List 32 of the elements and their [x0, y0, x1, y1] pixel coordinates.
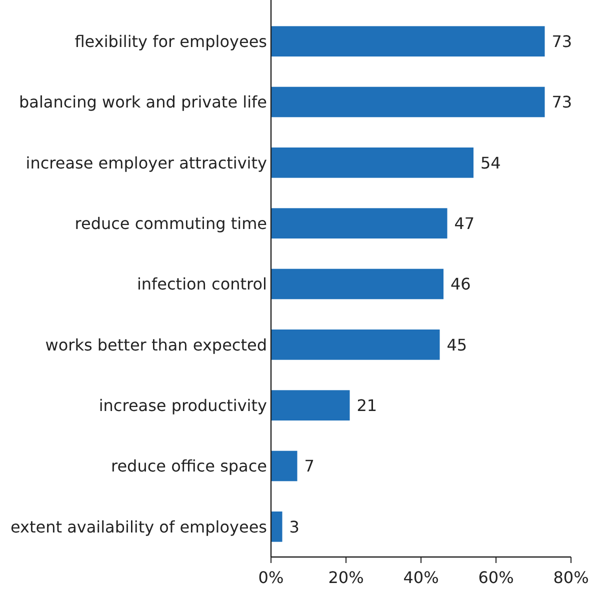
bar	[271, 450, 298, 482]
data-label: 73	[552, 32, 572, 51]
data-label: 7	[304, 456, 314, 476]
x-tick-label: 0%	[258, 568, 284, 587]
bar	[271, 512, 282, 542]
x-tick-label: 20%	[328, 568, 364, 587]
y-tick-label: reduce office space	[110, 456, 267, 476]
y-tick-label: flexibility for employees	[74, 32, 267, 51]
x-tick-label: 80%	[553, 568, 589, 587]
data-label: 45	[446, 335, 468, 354]
y-tick-label: increase productivity	[98, 396, 267, 415]
data-label: 3	[289, 517, 300, 536]
bar	[271, 26, 545, 56]
bar	[271, 390, 350, 420]
x-tick-label: 40%	[403, 568, 439, 587]
y-tick-label: reduce commuting time	[74, 214, 267, 233]
data-label: 47	[454, 214, 475, 233]
y-tick-label: extent availability of employees	[10, 517, 267, 536]
bar	[271, 86, 545, 118]
bar	[271, 148, 474, 178]
y-tick-label: increase employer attractivity	[26, 153, 267, 172]
y-tick-label: works better than expected	[45, 335, 267, 354]
data-label: 46	[450, 274, 471, 294]
y-tick-label: balancing work and private life	[19, 92, 267, 112]
data-label: 54	[480, 153, 501, 172]
y-tick-label: infection control	[136, 274, 267, 294]
bar	[271, 268, 444, 300]
data-label: 73	[552, 92, 572, 112]
x-tick-label: 60%	[478, 568, 514, 587]
bar	[271, 208, 448, 238]
bar	[271, 330, 440, 360]
data-label: 21	[356, 396, 378, 415]
